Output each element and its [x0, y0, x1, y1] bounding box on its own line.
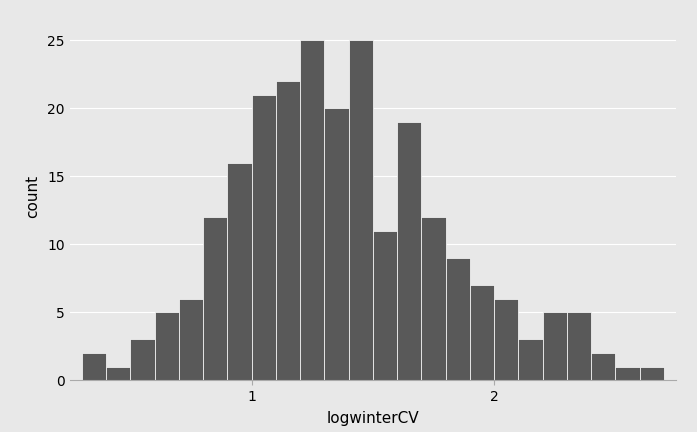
- Bar: [519, 340, 543, 380]
- Bar: [567, 312, 591, 380]
- Bar: [324, 108, 348, 380]
- Bar: [106, 367, 130, 380]
- Bar: [227, 162, 252, 380]
- Bar: [422, 217, 445, 380]
- Bar: [348, 40, 373, 380]
- Bar: [494, 299, 519, 380]
- Bar: [470, 285, 494, 380]
- Bar: [543, 312, 567, 380]
- Bar: [130, 340, 155, 380]
- Bar: [591, 353, 615, 380]
- Bar: [155, 312, 179, 380]
- Bar: [615, 367, 640, 380]
- Bar: [276, 81, 300, 380]
- Bar: [252, 95, 276, 380]
- Bar: [300, 40, 324, 380]
- Bar: [640, 367, 664, 380]
- Bar: [373, 231, 397, 380]
- Y-axis label: count: count: [25, 175, 40, 218]
- Bar: [82, 353, 106, 380]
- Bar: [445, 258, 470, 380]
- Bar: [179, 299, 203, 380]
- X-axis label: logwinterCV: logwinterCV: [327, 411, 419, 426]
- Bar: [203, 217, 227, 380]
- Bar: [397, 122, 422, 380]
